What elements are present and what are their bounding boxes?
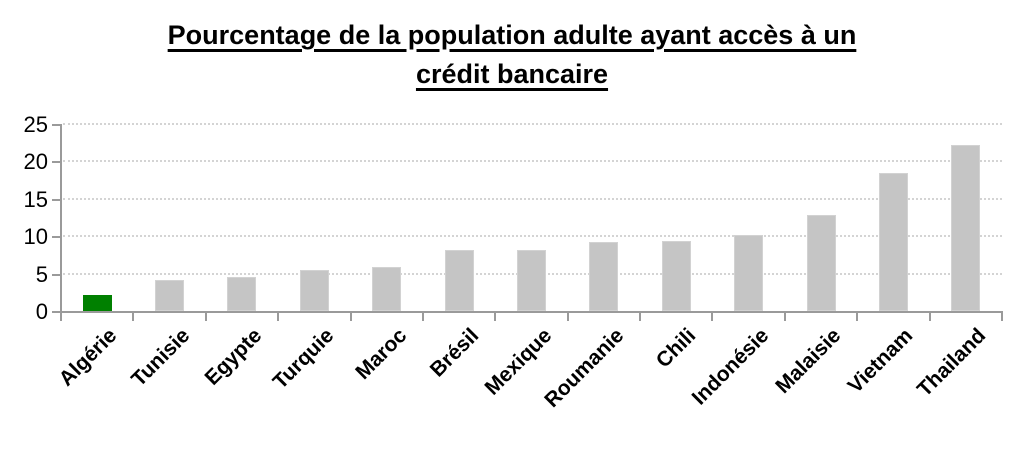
gridline-15 [63, 197, 1002, 200]
gridline-10 [63, 235, 1002, 238]
bar-tunisie [155, 280, 184, 311]
bar-bresil [445, 250, 474, 311]
x-tick-8 [639, 313, 641, 321]
chart-title-line2: crédit bancaire [415, 59, 609, 89]
bar-egypte [227, 277, 256, 311]
chart-title: Pourcentage de la population adulte ayan… [0, 16, 1024, 94]
gridline-20 [63, 160, 1002, 163]
bar-indonesie [734, 235, 763, 311]
y-axis-label-5: 5 [35, 261, 48, 287]
x-tick-12 [929, 313, 931, 321]
y-axis [60, 124, 62, 311]
y-axis-label-20: 20 [23, 149, 48, 175]
y-axis-label-0: 0 [35, 299, 48, 324]
bar-maroc [372, 267, 401, 311]
y-tick-25 [52, 124, 60, 126]
x-axis [60, 311, 1003, 313]
bar-mexique [517, 250, 546, 311]
x-tick-7 [567, 313, 569, 321]
x-tick-3 [277, 313, 279, 321]
x-axis-label-algerie: Algérie [54, 324, 122, 391]
gridline-25 [63, 123, 1002, 125]
y-tick-5 [52, 273, 60, 276]
y-tick-10 [52, 236, 60, 239]
y-axis-label-25: 25 [23, 112, 48, 137]
x-tick-2 [205, 313, 207, 321]
x-tick-11 [856, 313, 858, 321]
y-axis-label-15: 15 [23, 186, 48, 212]
bar-malaisie [807, 215, 836, 311]
x-tick-13 [1001, 313, 1003, 321]
y-tick-0 [52, 311, 60, 313]
x-tick-6 [494, 313, 496, 321]
x-tick-1 [132, 313, 134, 321]
y-tick-20 [52, 161, 60, 164]
bar-chili [662, 241, 691, 311]
bar-roumanie [589, 242, 618, 311]
y-axis-label-10: 10 [23, 224, 48, 250]
x-tick-9 [711, 313, 713, 321]
chart-title-line1: Pourcentage de la population adulte ayan… [167, 20, 857, 50]
bar-turquie [300, 270, 329, 311]
bar-thailand [951, 145, 980, 311]
y-tick-15 [52, 198, 60, 201]
x-tick-10 [784, 313, 786, 321]
bar-algerie [83, 295, 112, 311]
x-tick-4 [350, 313, 352, 321]
x-tick-5 [422, 313, 424, 321]
bar-vietnam [879, 173, 908, 311]
x-tick-0 [60, 313, 62, 321]
